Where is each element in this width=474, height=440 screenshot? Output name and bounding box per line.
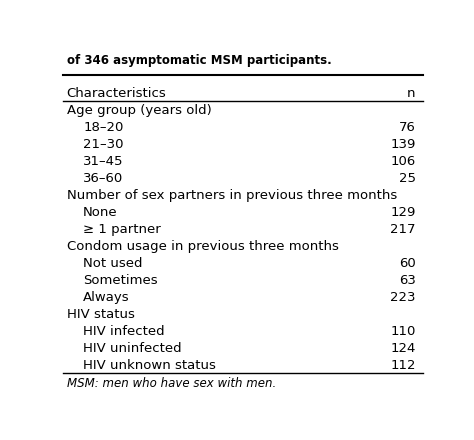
- Text: 124: 124: [390, 342, 416, 355]
- Text: 18–20: 18–20: [83, 121, 124, 134]
- Text: MSM: men who have sex with men.: MSM: men who have sex with men.: [66, 378, 276, 390]
- Text: HIV uninfected: HIV uninfected: [83, 342, 182, 355]
- Text: 112: 112: [390, 359, 416, 372]
- Text: 25: 25: [399, 172, 416, 185]
- Text: 223: 223: [390, 291, 416, 304]
- Text: Not used: Not used: [83, 257, 143, 270]
- Text: Characteristics: Characteristics: [66, 87, 166, 100]
- Text: HIV infected: HIV infected: [83, 325, 165, 338]
- Text: 63: 63: [399, 274, 416, 287]
- Text: Number of sex partners in previous three months: Number of sex partners in previous three…: [66, 189, 397, 202]
- Text: 76: 76: [399, 121, 416, 134]
- Text: Condom usage in previous three months: Condom usage in previous three months: [66, 240, 338, 253]
- Text: 106: 106: [390, 155, 416, 168]
- Text: Age group (years old): Age group (years old): [66, 104, 211, 117]
- Text: of 346 asymptomatic MSM participants.: of 346 asymptomatic MSM participants.: [66, 55, 331, 67]
- Text: n: n: [407, 87, 416, 100]
- Text: 31–45: 31–45: [83, 155, 124, 168]
- Text: None: None: [83, 206, 118, 219]
- Text: 110: 110: [390, 325, 416, 338]
- Text: ≥ 1 partner: ≥ 1 partner: [83, 223, 161, 236]
- Text: 129: 129: [390, 206, 416, 219]
- Text: 139: 139: [390, 138, 416, 151]
- Text: HIV status: HIV status: [66, 308, 135, 321]
- Text: 60: 60: [399, 257, 416, 270]
- Text: 21–30: 21–30: [83, 138, 124, 151]
- Text: Sometimes: Sometimes: [83, 274, 158, 287]
- Text: HIV unknown status: HIV unknown status: [83, 359, 216, 372]
- Text: 36–60: 36–60: [83, 172, 123, 185]
- Text: 217: 217: [390, 223, 416, 236]
- Text: Always: Always: [83, 291, 130, 304]
